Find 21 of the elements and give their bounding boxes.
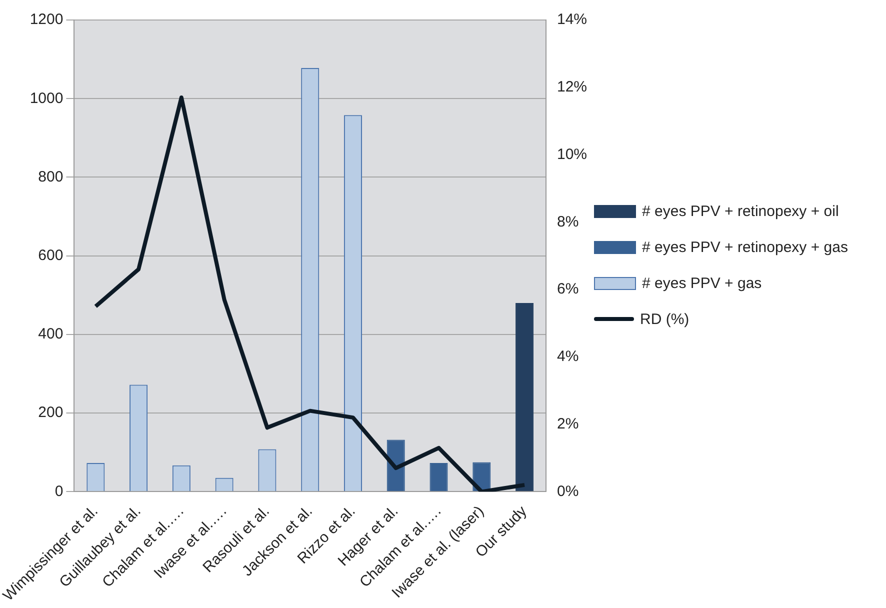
legend-label: RD (%) xyxy=(640,310,690,328)
y2-tick-label: 8% xyxy=(556,213,579,230)
legend-label: # eyes PPV + gas xyxy=(642,274,762,292)
y2-tick-label: 0% xyxy=(556,482,579,500)
y2-tick-label: 2% xyxy=(556,415,579,432)
y2-tick-label: 6% xyxy=(556,280,579,298)
y-tick-label: 1200 xyxy=(30,11,64,28)
bar xyxy=(430,462,448,492)
y-tick-label: 800 xyxy=(38,168,64,186)
legend-label: # eyes PPV + retinopexy + gas xyxy=(642,238,848,256)
bar xyxy=(516,303,534,492)
y2-tick-label: 12% xyxy=(556,78,588,96)
y-tick-label: 600 xyxy=(38,246,64,264)
y-tick-label: 400 xyxy=(38,326,64,343)
y2-tick-label: 14% xyxy=(556,11,588,28)
y-tick-label: 200 xyxy=(38,404,64,422)
y-tick-label: 0 xyxy=(54,482,64,500)
y2-tick-label: 4% xyxy=(556,348,579,366)
y2-tick-label: 10% xyxy=(556,146,588,163)
legend-label: # eyes PPV + retinopexy + oil xyxy=(642,202,839,220)
y-tick-label: 1000 xyxy=(30,90,64,107)
